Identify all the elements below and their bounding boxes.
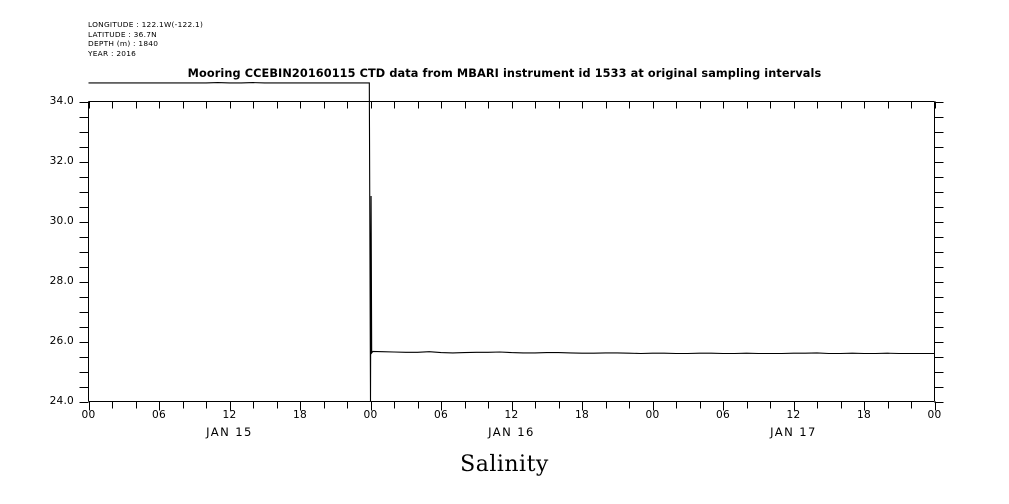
metadata-longitude: LONGITUDE : 122.1W(-122.1) <box>88 20 204 29</box>
y-tick-label: 24.0 <box>49 394 74 407</box>
x-tick-label: 18 <box>292 409 308 421</box>
x-day-label: JAN 15 <box>206 425 253 439</box>
x-tick-label: 06 <box>151 409 167 421</box>
y-tick-label: 30.0 <box>49 214 74 227</box>
y-tick-label: 26.0 <box>49 334 74 347</box>
x-tick-label: 18 <box>856 409 872 421</box>
y-tick-label: 28.0 <box>49 274 74 287</box>
x-tick-label: 12 <box>504 409 519 421</box>
x-tick-label: 00 <box>363 409 378 421</box>
x-tick-label: 12 <box>222 409 237 421</box>
plot-title: Mooring CCEBIN20160115 CTD data from MBA… <box>187 67 822 80</box>
metadata-block: LONGITUDE : 122.1W(-122.1) LATITUDE : 36… <box>88 20 203 58</box>
axis-frame <box>88 101 935 402</box>
y-tick-label: 32.0 <box>49 154 74 167</box>
x-tick-label: 18 <box>574 409 590 421</box>
x-tick-label: 06 <box>433 409 449 421</box>
x-day-label: JAN 17 <box>770 425 817 439</box>
metadata-depth: DEPTH (m) : 1840 <box>88 39 159 49</box>
x-tick-label: 06 <box>715 409 731 421</box>
metadata-year: YEAR : 2016 <box>88 48 137 58</box>
x-tick-label: 00 <box>645 409 660 421</box>
tick-marks <box>79 101 944 411</box>
x-day-label: JAN 16 <box>488 425 535 439</box>
metadata-latitude: LATITUDE : 36.7N <box>88 29 157 39</box>
y-tick-label: 34.0 <box>49 94 74 107</box>
variable-caption: Salinity <box>460 452 549 477</box>
x-tick-label: 00 <box>927 409 942 421</box>
x-tick-label: 12 <box>786 409 801 421</box>
x-tick-label: 00 <box>81 409 96 421</box>
data-line-salinity <box>88 82 935 402</box>
